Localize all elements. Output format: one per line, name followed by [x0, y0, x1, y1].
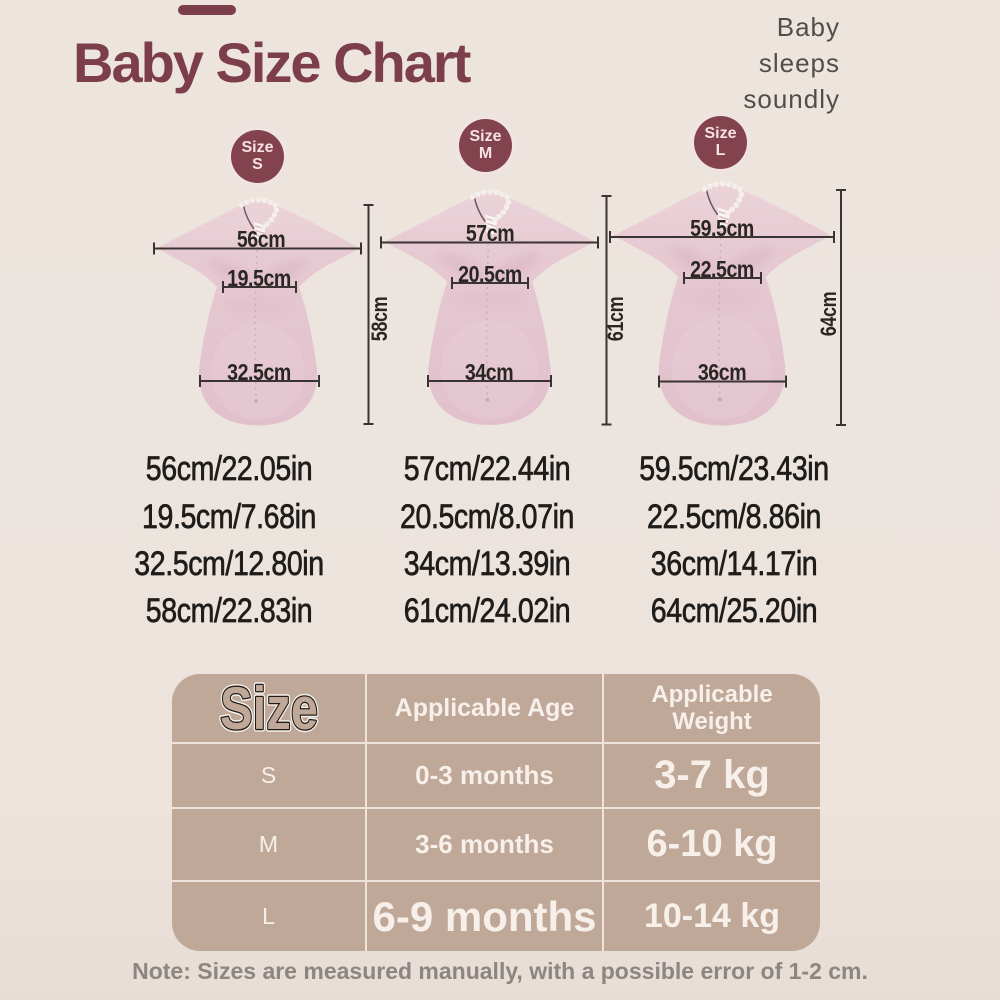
svg-text:Size: Size [220, 676, 318, 740]
svg-text:Size: Size [220, 676, 318, 740]
